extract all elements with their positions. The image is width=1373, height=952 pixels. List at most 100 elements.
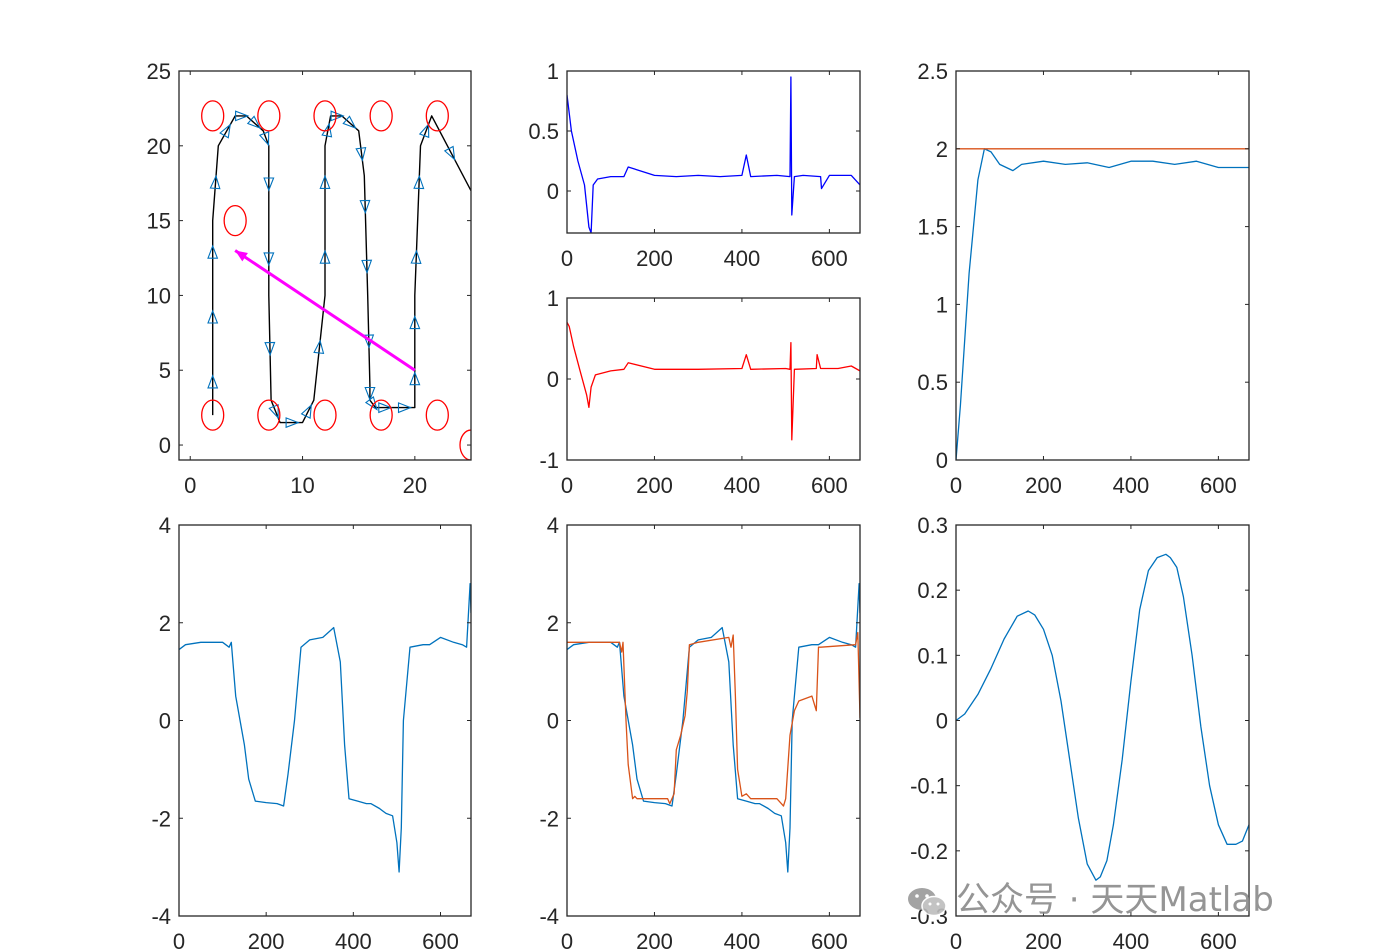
heading-marker xyxy=(361,259,373,275)
heading-marker xyxy=(300,403,312,419)
heading-marker xyxy=(364,386,376,402)
x-tick-label: 20 xyxy=(403,473,427,498)
x-tick-label: 200 xyxy=(1025,929,1062,952)
heading-marker xyxy=(378,402,393,414)
heading-marker xyxy=(321,122,333,138)
y-tick-label: -2 xyxy=(151,806,171,831)
waypoint-circle xyxy=(425,399,449,431)
y-tick-label: 0 xyxy=(547,179,559,204)
heading-marker xyxy=(418,122,430,139)
heading-marker xyxy=(209,174,221,190)
heading-marker xyxy=(207,374,219,389)
heading-marker xyxy=(263,177,275,192)
heading-marker xyxy=(409,371,421,386)
y-tick-label: 0.5 xyxy=(917,370,948,395)
x-tick-label: 200 xyxy=(1025,473,1062,498)
waypoint-circle xyxy=(459,429,471,460)
axes-heading-vs-reference: 0 200 400 600 -4 -2 0 2 4 xyxy=(539,513,861,952)
y-tick-label: 0.3 xyxy=(917,513,948,538)
heading-marker xyxy=(342,115,357,130)
x-tick-label: 200 xyxy=(248,929,285,952)
heading-marker xyxy=(207,309,219,324)
y-tick-label: 2.5 xyxy=(917,59,948,84)
x-tick-label: 400 xyxy=(724,473,761,498)
axes-trajectory: 0 10 20 0 5 10 15 20 25 xyxy=(147,59,472,498)
x-tick-label: 400 xyxy=(724,929,761,952)
axes-box xyxy=(178,524,472,917)
axes-box xyxy=(955,70,1250,461)
x-tick-label: 0 xyxy=(184,473,196,498)
heading-marker xyxy=(413,174,425,190)
heading-marker xyxy=(219,123,231,139)
heading-marker xyxy=(443,145,456,161)
x-tick-label: 400 xyxy=(1113,473,1150,498)
x-tick-label: 200 xyxy=(636,473,673,498)
waypoint-circle xyxy=(369,100,393,132)
y-tick-label: 10 xyxy=(147,283,171,308)
y-tick-label: 15 xyxy=(147,209,171,234)
heading-marker xyxy=(359,199,371,215)
heading-marker xyxy=(207,244,219,259)
x-tick-label: 0 xyxy=(950,929,962,952)
x-tick-label: 0 xyxy=(173,929,185,952)
y-tick-label: -4 xyxy=(151,904,171,929)
y-tick-label: 0.5 xyxy=(528,119,559,144)
y-tick-label: 2 xyxy=(936,137,948,162)
y-tick-label: 1.5 xyxy=(917,215,948,240)
waypoint-circle xyxy=(257,100,281,132)
heading-marker xyxy=(355,146,367,162)
y-tick-label: 0 xyxy=(547,709,559,734)
x-tick-label: 600 xyxy=(811,246,848,271)
y-tick-label: 2 xyxy=(547,611,559,636)
watermark-text: 公众号 · 天天Matlab xyxy=(956,880,1274,920)
series-line-0 xyxy=(956,148,1249,460)
heading-marker xyxy=(410,249,422,264)
y-tick-label: 4 xyxy=(159,513,171,538)
waypoint-circle xyxy=(257,399,281,431)
y-tick-label: -0.2 xyxy=(910,839,948,864)
axes-error-red: 0 200 400 600-101 xyxy=(539,286,861,498)
waypoint-circle xyxy=(223,204,247,237)
y-tick-label: 4 xyxy=(547,513,559,538)
heading-marker xyxy=(258,130,270,147)
heading-marker xyxy=(235,110,250,122)
heading-marker xyxy=(313,339,325,355)
waypoint-circle xyxy=(201,399,225,431)
x-tick-label: 0 xyxy=(561,929,573,952)
heading-marker xyxy=(285,417,300,429)
x-tick-label: 600 xyxy=(811,929,848,952)
y-tick-label: 1 xyxy=(936,292,948,317)
y-tick-label: 0 xyxy=(936,448,948,473)
heading-marker xyxy=(268,403,279,420)
heading-marker xyxy=(409,314,421,330)
y-tick-label: 0.2 xyxy=(917,578,948,603)
waypoint-circle xyxy=(201,100,225,132)
y-tick-label: -4 xyxy=(539,904,559,929)
x-tick-label: 400 xyxy=(335,929,372,952)
x-tick-label: 0 xyxy=(561,473,573,498)
x-tick-label: 600 xyxy=(422,929,459,952)
series-line-0 xyxy=(567,321,860,441)
waypoint-circle xyxy=(313,399,337,431)
axes-box xyxy=(566,70,861,234)
axes-heading: 0 200 400 600 -4 -2 0 2 4 xyxy=(151,513,472,952)
heading-marker xyxy=(263,252,275,267)
y-tick-label: 1 xyxy=(547,59,559,84)
y-tick-label: 0 xyxy=(159,433,171,458)
axes-box xyxy=(955,524,1250,917)
heading-marker xyxy=(264,341,276,357)
y-tick-label: -1 xyxy=(539,448,559,473)
x-tick-label: 600 xyxy=(811,473,848,498)
y-tick-label: 1 xyxy=(547,286,559,311)
series-line-0 xyxy=(567,76,860,233)
heading-marker xyxy=(397,402,413,414)
x-tick-label: 200 xyxy=(636,929,673,952)
watermark: 公众号 · 天天Matlab xyxy=(906,872,1274,921)
direction-arrowhead xyxy=(235,250,248,262)
series-line-1 xyxy=(567,631,860,807)
x-tick-label: 10 xyxy=(290,473,314,498)
axes-box xyxy=(566,297,861,461)
heading-marker xyxy=(330,110,345,122)
series-line-0 xyxy=(956,553,1249,881)
x-tick-label: 600 xyxy=(1200,473,1237,498)
